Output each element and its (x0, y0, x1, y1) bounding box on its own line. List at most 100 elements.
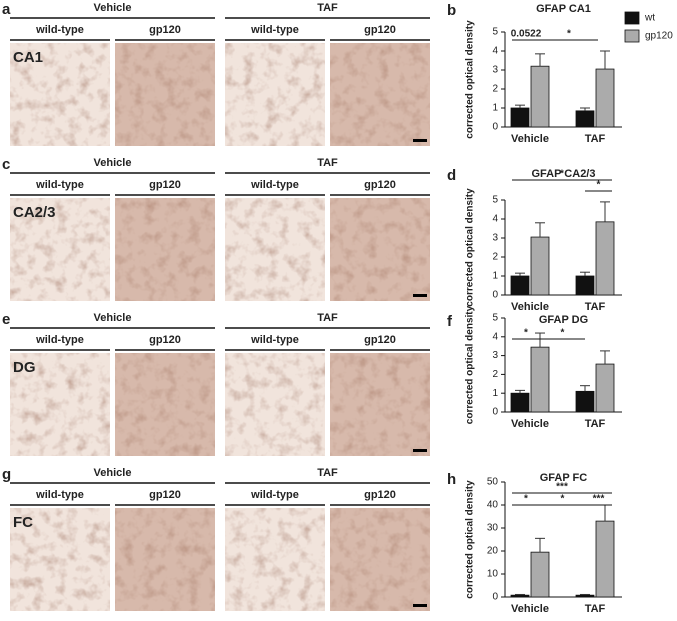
y-tick-label: 0 (492, 592, 498, 603)
chart-title: GFAP CA1 (536, 3, 591, 15)
legend-label: wt (644, 13, 655, 24)
micrograph (225, 43, 325, 146)
chart-title: GFAP CA2/3 (532, 168, 596, 180)
genotype-label: wild-type (250, 489, 299, 501)
bar (595, 221, 615, 296)
region-label: CA1 (13, 49, 43, 66)
x-tick-label: TAF (585, 301, 606, 313)
significance-label: * (524, 328, 528, 339)
bar (575, 275, 595, 296)
significance-label: * (567, 29, 571, 40)
x-tick-label: Vehicle (511, 418, 549, 430)
y-axis-label: corrected optical density (465, 20, 476, 139)
bar (510, 107, 530, 128)
genotype-label: wild-type (35, 489, 84, 501)
scale-bar (413, 294, 427, 297)
bar (575, 594, 595, 598)
group-label: TAF (317, 157, 338, 169)
significance-label: * (597, 180, 601, 191)
bar (510, 275, 530, 296)
micrograph (10, 508, 110, 611)
y-tick-label: 40 (487, 500, 499, 511)
micrograph (115, 43, 215, 146)
micrograph (115, 198, 215, 301)
y-tick-label: 1 (492, 271, 498, 282)
legend-label: gp120 (645, 31, 673, 42)
y-tick-label: 5 (492, 27, 498, 38)
scale-bar (413, 139, 427, 142)
y-tick-label: 3 (492, 233, 498, 244)
micrograph (225, 508, 325, 611)
micrograph (225, 198, 325, 301)
panel-letter: c (2, 156, 10, 173)
bar (510, 392, 530, 413)
significance-label: *** (593, 494, 605, 505)
genotype-label: gp120 (149, 179, 181, 191)
y-tick-label: 5 (492, 313, 498, 324)
micrograph (225, 353, 325, 456)
bar (575, 110, 595, 128)
genotype-label: wild-type (250, 334, 299, 346)
bar (530, 65, 550, 128)
panel-letter: a (2, 1, 11, 18)
group-label: TAF (317, 2, 338, 14)
y-axis-label: corrected optical density (465, 305, 476, 424)
genotype-label: gp120 (149, 334, 181, 346)
genotype-label: gp120 (364, 24, 396, 36)
group-label: TAF (317, 467, 338, 479)
significance-label: * (561, 328, 565, 339)
micrograph (10, 353, 110, 456)
legend-swatch (624, 29, 640, 43)
y-tick-label: 5 (492, 195, 498, 206)
bar (530, 551, 550, 598)
y-tick-label: 4 (492, 214, 498, 225)
y-axis-label: corrected optical density (465, 480, 476, 599)
region-label: FC (13, 514, 33, 531)
x-tick-label: Vehicle (511, 301, 549, 313)
y-tick-label: 4 (492, 331, 498, 342)
genotype-label: gp120 (364, 334, 396, 346)
group-label: TAF (317, 312, 338, 324)
group-label: Vehicle (94, 2, 132, 14)
panel-letter: e (2, 311, 10, 328)
y-tick-label: 30 (487, 523, 499, 534)
legend-swatch (624, 11, 640, 25)
x-tick-label: TAF (585, 133, 606, 145)
micrograph (115, 353, 215, 456)
significance-label: *** (556, 482, 568, 493)
significance-label: * (524, 494, 528, 505)
genotype-label: wild-type (250, 179, 299, 191)
genotype-label: wild-type (35, 179, 84, 191)
y-tick-label: 1 (492, 103, 498, 114)
y-tick-label: 0 (492, 407, 498, 418)
panel-letter: f (447, 313, 453, 330)
y-tick-label: 4 (492, 46, 498, 57)
y-tick-label: 3 (492, 65, 498, 76)
micrograph (10, 43, 110, 146)
x-tick-label: TAF (585, 603, 606, 615)
micrograph (330, 508, 430, 611)
y-tick-label: 0 (492, 122, 498, 133)
y-tick-label: 10 (487, 569, 499, 580)
micrograph (330, 353, 430, 456)
bar (595, 363, 615, 413)
bar (510, 594, 530, 598)
y-tick-label: 0 (492, 290, 498, 301)
genotype-label: wild-type (35, 24, 84, 36)
micrograph (10, 198, 110, 301)
scale-bar (413, 604, 427, 607)
significance-label: 0.0522 (511, 29, 542, 40)
bar (530, 346, 550, 413)
micrograph (330, 198, 430, 301)
genotype-label: gp120 (149, 489, 181, 501)
y-tick-label: 2 (492, 84, 498, 95)
significance-label: * (560, 169, 564, 180)
y-tick-label: 20 (487, 546, 499, 557)
y-tick-label: 2 (492, 252, 498, 263)
genotype-label: gp120 (364, 179, 396, 191)
genotype-label: wild-type (35, 334, 84, 346)
bar (530, 236, 550, 296)
significance-label: * (561, 494, 565, 505)
y-axis-label: corrected optical density (465, 188, 476, 307)
